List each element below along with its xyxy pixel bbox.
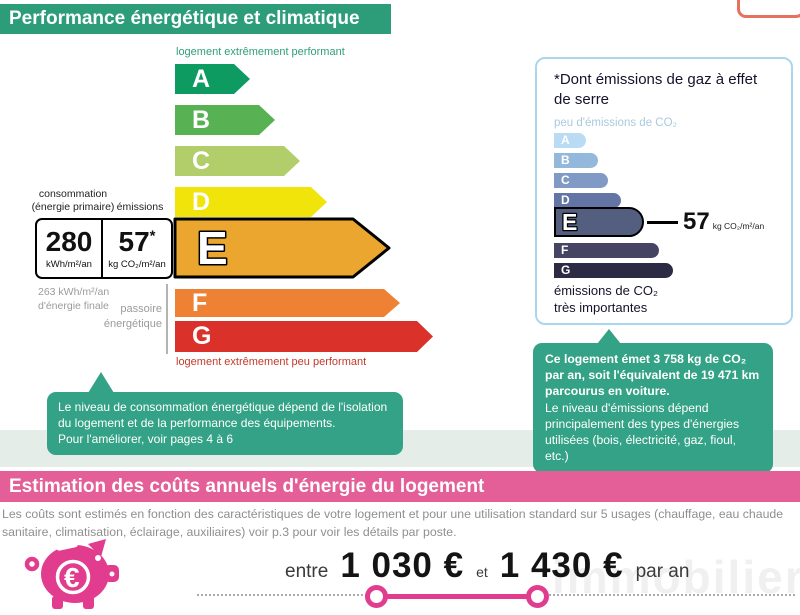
current-class-letter: E: [197, 222, 228, 274]
co2-class-row-f: F: [554, 243, 659, 258]
per-year-label: par an: [635, 561, 690, 582]
energy-class-row-f: F: [175, 289, 400, 317]
co2-current-letter-svg: E: [561, 208, 579, 237]
entre-label: entre: [285, 561, 329, 582]
costs-description: Les coûts sont estimés en fonction des c…: [2, 507, 784, 539]
consumption-values-box: 280 kWh/m²/an 57* kg CO₂/m²/an: [35, 218, 173, 279]
piggy-bank-icon: €: [24, 539, 119, 609]
energy-callout-box: Le niveau de consommation énergétique dé…: [47, 392, 403, 455]
cost-low-value: 1 030 €: [340, 546, 465, 585]
co2-class-row-e-current: E: [554, 207, 644, 237]
co2-current-class-letter: E: [562, 209, 577, 235]
energy-class-row-d: D: [175, 187, 327, 217]
co2-panel-title: *Dont émissions de gaz à effet de serre: [554, 71, 758, 108]
emissions-label: émissions: [116, 201, 164, 213]
energy-class-row-c: C: [175, 146, 300, 176]
cost-range-high-marker: [526, 585, 549, 608]
cost-range-low-marker: [365, 585, 388, 608]
consumption-label: consommation (énergie primaire): [31, 188, 115, 213]
class-letter: D: [192, 187, 211, 216]
scale-bottom-label: logement extrêmement peu performant: [176, 356, 367, 368]
annual-cost-estimate: entre 1 030 € et 1 430 € par an: [285, 546, 689, 586]
class-letter: F: [192, 288, 208, 317]
co2-emissions-unit: kg CO₂/m²/an: [108, 258, 166, 270]
costs-section-title: Estimation des coûts annuels d'énergie d…: [0, 471, 800, 502]
passoire-label: passoire énergétique: [103, 303, 162, 330]
class-letter: B: [192, 105, 211, 134]
co2-class-row-b: B: [554, 153, 598, 168]
co2-high-label: émissions de CO₂ très importantes: [554, 283, 659, 315]
footnote-star: *: [149, 227, 156, 245]
cost-range-highlight: [376, 594, 536, 599]
class-letter: A: [192, 64, 211, 93]
co2-class-row-a: A: [554, 133, 586, 148]
co2-class-row-d: D: [554, 193, 621, 208]
primary-energy-value: 280: [45, 225, 93, 257]
co2-value-connector-line: [647, 221, 678, 224]
co2-callout-box: Ce logement émet 3 758 kg de CO₂ par an,…: [533, 343, 773, 473]
co2-class-row-c: C: [554, 173, 608, 188]
co2-scale-panel: *Dont émissions de gaz à effet de serre …: [535, 57, 793, 325]
class-letter: C: [192, 146, 211, 175]
callout-pointer-right: [597, 329, 621, 344]
energy-class-row-b: B: [175, 105, 275, 135]
energy-class-row-e-current: E: [173, 217, 391, 279]
scale-top-label: logement extrêmement performant: [176, 46, 345, 58]
energy-section-title: Performance énergétique et climatique: [0, 4, 391, 34]
primary-energy-cell: 280 kWh/m²/an: [37, 220, 103, 277]
co2-value-unit: kg CO₂/m²/an: [712, 221, 765, 231]
class-letter: G: [192, 322, 212, 350]
callout-pointer-left: [88, 372, 114, 393]
page-corner-badge: [737, 0, 800, 18]
final-energy-note: 263 kWh/m²/an d'énergie finale: [38, 286, 110, 312]
energy-class-row-a: A: [175, 64, 250, 94]
co2-class-row-g: G: [554, 263, 673, 278]
passoire-divider-line: [166, 284, 168, 354]
cost-high-value: 1 430 €: [499, 546, 624, 585]
primary-energy-unit: kWh/m²/an: [46, 258, 92, 270]
et-label: et: [476, 564, 488, 580]
energy-class-row-g: G: [175, 321, 433, 352]
euro-symbol: €: [64, 562, 80, 593]
co2-value-row: 57 kg CO₂/m²/an: [683, 208, 764, 236]
co2-value: 57: [683, 208, 710, 235]
co2-emissions-cell: 57* kg CO₂/m²/an: [103, 220, 171, 277]
co2-low-label: peu d'émissions de CO₂: [554, 117, 677, 129]
co2-emissions-value: 57*: [118, 225, 156, 257]
